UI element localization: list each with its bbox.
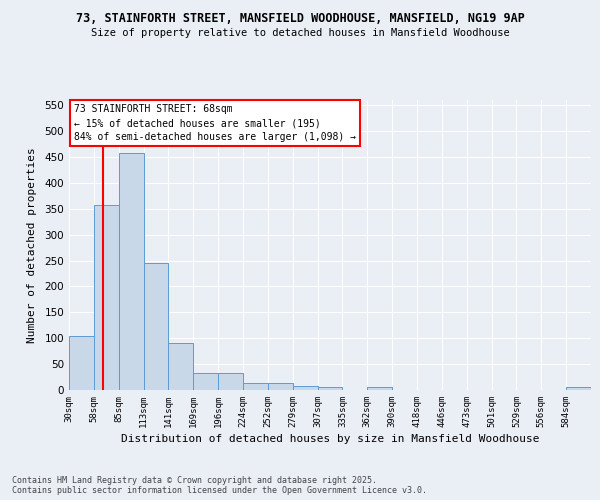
Bar <box>193 374 218 390</box>
Bar <box>69 336 94 390</box>
Y-axis label: Number of detached properties: Number of detached properties <box>28 147 37 343</box>
Bar <box>119 154 143 390</box>
X-axis label: Distribution of detached houses by size in Mansfield Woodhouse: Distribution of detached houses by size … <box>121 434 539 444</box>
Bar <box>94 205 119 390</box>
Text: 73, STAINFORTH STREET, MANSFIELD WOODHOUSE, MANSFIELD, NG19 9AP: 73, STAINFORTH STREET, MANSFIELD WOODHOU… <box>76 12 524 26</box>
Bar <box>268 384 293 390</box>
Text: Size of property relative to detached houses in Mansfield Woodhouse: Size of property relative to detached ho… <box>91 28 509 38</box>
Bar <box>367 387 392 390</box>
Bar <box>169 344 193 390</box>
Bar <box>143 263 169 390</box>
Bar <box>317 387 343 390</box>
Text: Contains HM Land Registry data © Crown copyright and database right 2025.
Contai: Contains HM Land Registry data © Crown c… <box>12 476 427 495</box>
Bar <box>218 374 243 390</box>
Bar <box>243 384 268 390</box>
Bar <box>293 386 317 390</box>
Text: 73 STAINFORTH STREET: 68sqm
← 15% of detached houses are smaller (195)
84% of se: 73 STAINFORTH STREET: 68sqm ← 15% of det… <box>74 104 356 142</box>
Bar <box>566 388 591 390</box>
